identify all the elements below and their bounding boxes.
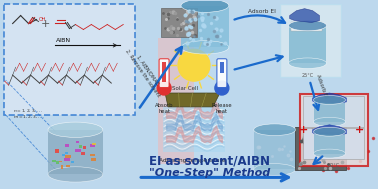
- Bar: [74, 149, 81, 152]
- Bar: [313, 100, 345, 122]
- Bar: [79, 145, 82, 148]
- Polygon shape: [165, 93, 220, 107]
- Bar: [65, 144, 69, 147]
- Bar: [289, 26, 327, 63]
- Ellipse shape: [48, 167, 103, 182]
- Ellipse shape: [181, 0, 229, 12]
- Ellipse shape: [181, 41, 229, 54]
- Ellipse shape: [313, 95, 345, 104]
- Bar: [56, 161, 59, 164]
- Bar: [83, 146, 86, 149]
- Bar: [81, 152, 85, 155]
- FancyBboxPatch shape: [300, 94, 368, 166]
- Bar: [194, 38, 230, 164]
- Text: Adjusting temperature: Adjusting temperature: [159, 158, 225, 163]
- Circle shape: [215, 81, 229, 95]
- Text: Adsorb EI: Adsorb EI: [315, 74, 328, 99]
- Text: Solar Cell: Solar Cell: [172, 86, 198, 91]
- FancyBboxPatch shape: [163, 107, 225, 152]
- Bar: [90, 144, 95, 147]
- Bar: [56, 149, 59, 153]
- Text: 60°C: 60°C: [327, 163, 339, 168]
- FancyBboxPatch shape: [4, 4, 135, 115]
- Bar: [64, 158, 70, 161]
- Text: 25°C: 25°C: [302, 73, 314, 78]
- FancyBboxPatch shape: [159, 59, 169, 88]
- Text: $n=1,2,3,...$: $n=1,2,3,...$: [12, 107, 43, 114]
- Bar: [59, 160, 62, 162]
- Polygon shape: [313, 125, 346, 135]
- Text: EI as solvent/AIBN: EI as solvent/AIBN: [149, 154, 270, 167]
- Ellipse shape: [48, 122, 103, 137]
- Circle shape: [178, 49, 210, 81]
- Text: 1. AIBN/DMAC
2. Remove the solvent: 1. AIBN/DMAC 2. Remove the solvent: [124, 46, 166, 98]
- FancyBboxPatch shape: [161, 8, 197, 37]
- Bar: [91, 158, 96, 161]
- Ellipse shape: [313, 149, 345, 158]
- Bar: [61, 165, 63, 169]
- Polygon shape: [313, 93, 346, 103]
- Bar: [71, 161, 74, 163]
- Text: OH: OH: [39, 17, 46, 22]
- Bar: [65, 155, 71, 158]
- Text: AIBN: AIBN: [56, 38, 71, 43]
- Text: $m=1,2,3,...$: $m=1,2,3,...$: [12, 113, 45, 120]
- Bar: [67, 165, 70, 167]
- Ellipse shape: [313, 127, 345, 136]
- FancyBboxPatch shape: [280, 4, 341, 77]
- Ellipse shape: [313, 117, 345, 126]
- Ellipse shape: [254, 164, 296, 175]
- Bar: [90, 154, 95, 156]
- Circle shape: [157, 81, 171, 95]
- Bar: [48, 130, 103, 174]
- Text: +: +: [355, 125, 364, 135]
- Text: Absorb
heat: Absorb heat: [155, 103, 174, 114]
- FancyBboxPatch shape: [303, 128, 364, 159]
- Bar: [76, 141, 79, 143]
- Bar: [254, 130, 296, 170]
- Bar: [91, 143, 96, 145]
- Bar: [220, 62, 224, 73]
- Text: Release
heat: Release heat: [212, 103, 232, 114]
- Bar: [51, 160, 56, 162]
- Ellipse shape: [254, 124, 296, 136]
- FancyBboxPatch shape: [217, 59, 227, 88]
- Text: "One-Step" Method: "One-Step" Method: [149, 168, 271, 178]
- Ellipse shape: [289, 58, 327, 68]
- Bar: [62, 154, 65, 156]
- FancyBboxPatch shape: [294, 127, 346, 170]
- Text: +: +: [299, 125, 308, 135]
- Bar: [181, 6, 229, 47]
- Polygon shape: [290, 9, 319, 22]
- FancyBboxPatch shape: [291, 22, 322, 31]
- Text: Adsorb EI: Adsorb EI: [248, 9, 276, 14]
- FancyBboxPatch shape: [303, 97, 364, 127]
- Bar: [65, 152, 68, 154]
- Ellipse shape: [289, 20, 327, 31]
- Bar: [313, 132, 345, 154]
- Bar: [158, 38, 194, 164]
- Bar: [56, 150, 59, 152]
- Bar: [162, 62, 166, 82]
- Text: +: +: [41, 19, 50, 29]
